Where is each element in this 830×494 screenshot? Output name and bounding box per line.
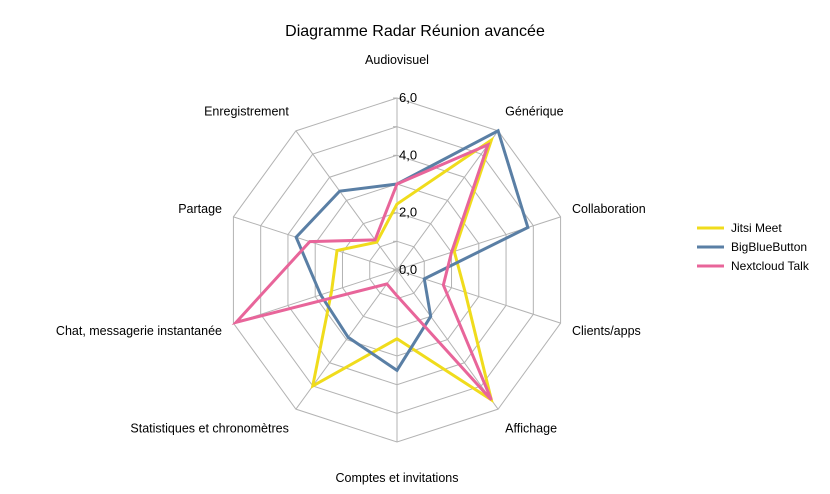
grid-spoke	[396, 269, 499, 410]
legend-label: Nextcloud Talk	[731, 259, 810, 273]
grid-spoke	[233, 216, 398, 271]
chart-title: Diagramme Radar Réunion avancée	[285, 23, 545, 40]
axis-label: Affichage	[505, 422, 557, 436]
radar-series	[231, 128, 530, 404]
series-line-2	[231, 142, 493, 401]
axis-label: Audiovisuel	[365, 53, 429, 67]
axis-label: Comptes et invitations	[336, 471, 459, 485]
tick-label: 0,0	[399, 262, 417, 277]
axis-label: Enregistrement	[204, 104, 289, 118]
axis-label: Générique	[505, 104, 563, 118]
grid-spoke	[396, 130, 499, 271]
grid-spoke	[233, 269, 398, 324]
legend: Jitsi Meet BigBlueButton Nextcloud Talk	[697, 221, 810, 273]
radar-grid	[232, 97, 562, 443]
grid-spoke	[396, 216, 561, 271]
axis-label: Collaboration	[572, 202, 646, 216]
axis-label: Clients/apps	[572, 324, 641, 338]
axis-label: Statistiques et chronomètres	[130, 422, 288, 436]
axis-label: Partage	[178, 202, 222, 216]
series-line-1	[294, 128, 530, 373]
axis-labels: Audiovisuel Générique Collaboration Clients…	[56, 53, 646, 485]
legend-label: BigBlueButton	[731, 240, 807, 254]
legend-label: Jitsi Meet	[731, 221, 782, 235]
radial-ticks: 0,0 2,0 4,0 6,0	[399, 90, 417, 277]
axis-label: Chat, messagerie instantanée	[56, 324, 222, 338]
grid-spoke	[295, 130, 398, 271]
tick-label: 2,0	[399, 205, 417, 220]
tick-label: 4,0	[399, 147, 417, 162]
series-line-0	[310, 136, 495, 404]
tick-label: 6,0	[399, 90, 417, 105]
